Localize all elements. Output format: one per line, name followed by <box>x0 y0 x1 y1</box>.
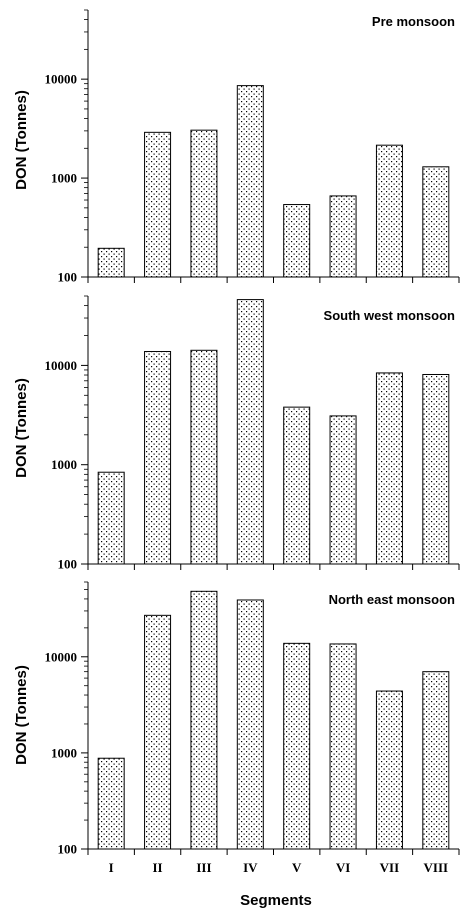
y-tick-label: 1000 <box>51 171 77 186</box>
bar-V <box>283 406 311 565</box>
y-tick-label: 1000 <box>51 457 77 472</box>
y-tick-label: 10000 <box>45 358 78 373</box>
bar-I <box>97 757 125 850</box>
x-tick-label: III <box>196 860 211 875</box>
panel-title: South west monsoon <box>324 308 456 323</box>
bar-VI <box>329 195 357 278</box>
bar-III <box>190 129 218 278</box>
panel-title: Pre monsoon <box>372 14 455 29</box>
bar-III <box>190 349 218 565</box>
bar-VIII <box>422 373 450 565</box>
bar-V <box>283 642 311 850</box>
x-tick-label: VII <box>380 860 400 875</box>
bar-V <box>283 204 311 278</box>
bar-IV <box>236 599 264 850</box>
x-tick-label: IV <box>243 860 258 875</box>
bar-VII <box>375 690 403 850</box>
y-tick-label: 10000 <box>45 649 78 664</box>
bar-VIII <box>422 671 450 850</box>
bar-III <box>190 590 218 850</box>
x-tick-label: II <box>153 860 163 875</box>
panel-title: North east monsoon <box>329 592 455 607</box>
bars <box>97 85 450 278</box>
x-axis-label: Segments <box>240 892 312 909</box>
bar-I <box>97 247 125 278</box>
x-tick-label: VI <box>336 860 350 875</box>
bar-II <box>144 614 172 850</box>
bars <box>97 299 450 565</box>
x-tick-label: I <box>109 860 114 875</box>
bar-IV <box>236 85 264 278</box>
bar-VI <box>329 415 357 565</box>
bar-IV <box>236 299 264 565</box>
y-tick-label: 100 <box>58 842 78 857</box>
y-tick-label: 10000 <box>45 72 78 87</box>
bar-VI <box>329 643 357 850</box>
x-tick-label: V <box>292 860 302 875</box>
bar-VII <box>375 144 403 278</box>
bars <box>97 590 450 850</box>
bar-I <box>97 471 125 565</box>
y-axis-label: DON (Tonnes) <box>13 90 30 190</box>
panel-south-west-monsoon: 100 1000 10000 South west monsoon DON (Ton… <box>13 295 460 572</box>
y-tick-label: 100 <box>58 557 78 572</box>
bar-VII <box>375 372 403 565</box>
bar-II <box>144 351 172 565</box>
bar-VIII <box>422 166 450 278</box>
bar-II <box>144 131 172 278</box>
x-tick-label: VIII <box>424 860 449 875</box>
y-tick-label: 100 <box>58 270 78 285</box>
y-axis-label: DON (Tonnes) <box>13 378 30 478</box>
panel-pre-monsoon: 100 1000 10000 Pre monsoon DON (Tonnes) <box>13 9 460 285</box>
y-tick-label: 1000 <box>51 745 77 760</box>
y-axis-label: DON (Tonnes) <box>13 665 30 765</box>
